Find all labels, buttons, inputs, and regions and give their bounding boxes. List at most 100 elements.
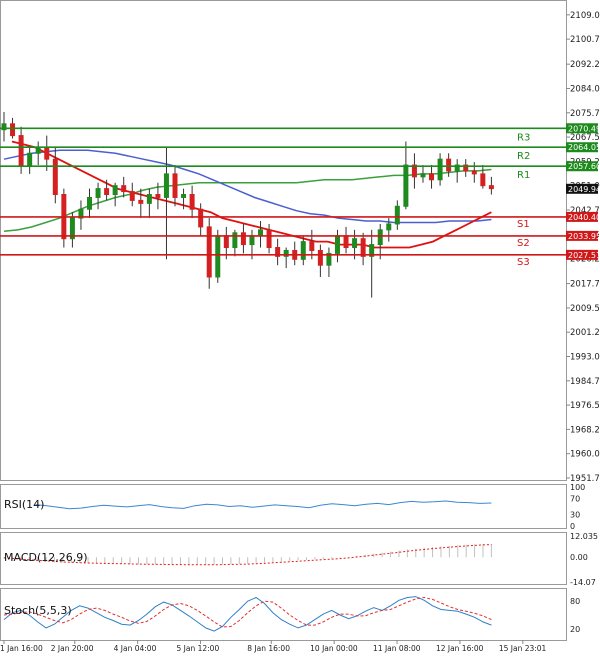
candle-body xyxy=(232,232,238,249)
candle-body xyxy=(352,238,358,249)
x-tick-label: 1 Jan 16:00 xyxy=(0,644,43,653)
candle-body xyxy=(343,235,349,249)
candle-body xyxy=(104,188,110,196)
x-tick-label: 2 Jan 20:00 xyxy=(51,644,94,653)
current-price-label: 2049.94 xyxy=(568,185,600,194)
candle-body xyxy=(454,164,460,172)
candle-body xyxy=(369,244,375,257)
candle-body xyxy=(78,208,84,219)
rsi-line xyxy=(35,500,492,510)
level-price-label: 2027.51 xyxy=(568,251,600,260)
rsi-tick-label: 0 xyxy=(570,522,575,531)
level-price-tag xyxy=(566,211,598,222)
candle-body xyxy=(488,185,494,190)
level-price-tag xyxy=(566,249,598,260)
candle-body xyxy=(463,164,469,172)
current-price-tag xyxy=(566,183,598,194)
candle-body xyxy=(198,208,204,228)
candle-body xyxy=(258,229,264,237)
candle-body xyxy=(52,158,58,196)
candle-body xyxy=(429,173,435,181)
stoch-tick-label: 20 xyxy=(570,625,580,634)
rsi-label: RSI(14) xyxy=(4,498,44,511)
candle-body xyxy=(266,229,272,249)
macd-signal-line xyxy=(3,544,492,566)
main-panel-frame xyxy=(0,0,567,481)
candle-body xyxy=(377,229,383,246)
macd-tick-label: -14.07 xyxy=(570,578,596,587)
level-name-r2: R2 xyxy=(517,151,530,162)
macd-tick-label: 12.035 xyxy=(570,532,598,541)
candle-body xyxy=(10,123,16,137)
rsi-tick-label: 70 xyxy=(570,495,580,504)
candle-body xyxy=(326,252,332,266)
candle-body xyxy=(437,158,443,181)
candle-body xyxy=(386,223,392,231)
x-tick-label: 12 Jan 16:00 xyxy=(436,644,484,653)
level-price-label: 2033.95 xyxy=(568,232,600,241)
level-price-label: 2070.49 xyxy=(568,124,600,133)
rsi-panel-frame xyxy=(0,484,567,529)
candle-body xyxy=(44,146,50,160)
y-tick-label: 2092.25 xyxy=(570,60,600,70)
candle-body xyxy=(155,194,161,198)
level-price-label: 2057.60 xyxy=(568,162,600,171)
candle-body xyxy=(360,238,366,257)
rsi-tick-label: 30 xyxy=(570,510,580,519)
candle-body xyxy=(27,152,33,166)
level-name-s3: S3 xyxy=(517,257,530,268)
candle-body xyxy=(121,185,127,193)
stoch-tick-label: 80 xyxy=(570,597,580,606)
candle-body xyxy=(112,185,118,196)
candle-body xyxy=(334,235,340,254)
candle-body xyxy=(138,199,144,204)
level-name-r1: R1 xyxy=(517,170,530,181)
candle-body xyxy=(471,170,477,175)
level-name-r3: R3 xyxy=(517,132,530,143)
macd-tick-label: 0.00 xyxy=(570,553,588,562)
y-tick-label: 2009.50 xyxy=(570,304,600,314)
candle-body xyxy=(163,173,169,198)
candle-body xyxy=(95,188,101,198)
y-tick-label: 2017.75 xyxy=(570,280,600,290)
macd-panel-frame xyxy=(0,532,567,585)
candle-body xyxy=(215,235,221,278)
y-tick-label: 1984.75 xyxy=(570,377,600,387)
y-tick-label: 2075.75 xyxy=(570,109,600,119)
candle-body xyxy=(146,194,152,204)
level-price-tag xyxy=(566,123,598,134)
x-tick-label: 8 Jan 16:00 xyxy=(247,644,290,653)
candle-body xyxy=(240,232,246,246)
ma-fast-line xyxy=(11,140,492,249)
candle-body xyxy=(223,235,229,249)
level-price-tag xyxy=(566,230,598,241)
x-tick-label: 4 Jan 04:00 xyxy=(114,644,157,653)
stoch-panel-frame xyxy=(0,588,567,641)
y-tick-label: 1968.25 xyxy=(570,425,600,435)
y-tick-label: 1951.75 xyxy=(570,474,600,484)
stoch-d-line xyxy=(3,596,492,628)
ma-slow-line xyxy=(3,149,492,224)
rsi-tick-label: 100 xyxy=(570,483,585,492)
candle-body xyxy=(129,191,135,201)
y-tick-label: 1976.50 xyxy=(570,401,600,411)
candle-body xyxy=(309,241,315,251)
x-tick-label: 11 Jan 08:00 xyxy=(373,644,421,653)
candle-body xyxy=(1,123,7,131)
y-tick-label: 1993.00 xyxy=(570,353,600,363)
level-name-s1: S1 xyxy=(517,219,530,230)
level-price-label: 2064.05 xyxy=(568,143,600,152)
candle-body xyxy=(69,217,75,240)
macd-label: MACD(12,26,9) xyxy=(4,551,88,564)
y-tick-label: 2084.00 xyxy=(570,84,600,94)
level-price-tag xyxy=(566,142,598,153)
candle-body xyxy=(420,173,426,178)
y-tick-label: 2067.50 xyxy=(570,133,600,143)
candle-body xyxy=(411,164,417,178)
stoch-k-line xyxy=(3,596,492,632)
candle-body xyxy=(300,241,306,260)
candle-body xyxy=(189,194,195,210)
x-tick-label: 5 Jan 12:00 xyxy=(177,644,220,653)
